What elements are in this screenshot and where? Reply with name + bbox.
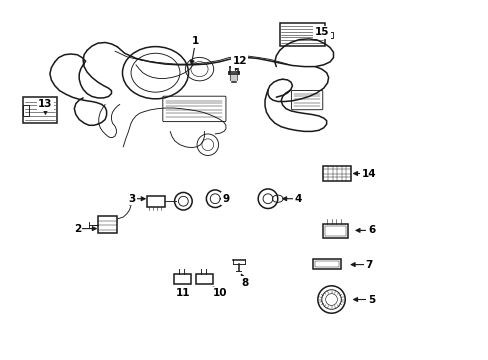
Text: 5: 5 (367, 294, 374, 305)
Text: 12: 12 (232, 56, 246, 66)
Text: 8: 8 (242, 278, 248, 288)
Text: 14: 14 (361, 168, 376, 179)
Text: 6: 6 (367, 225, 374, 235)
Text: 4: 4 (294, 194, 302, 204)
Text: 7: 7 (365, 260, 372, 270)
Text: 10: 10 (212, 288, 227, 298)
Text: 13: 13 (38, 99, 53, 109)
Text: 11: 11 (176, 288, 190, 298)
Text: 15: 15 (314, 27, 328, 37)
Text: 3: 3 (128, 194, 135, 204)
Text: 2: 2 (74, 224, 81, 234)
Text: 1: 1 (192, 36, 199, 46)
Text: 9: 9 (222, 194, 229, 204)
